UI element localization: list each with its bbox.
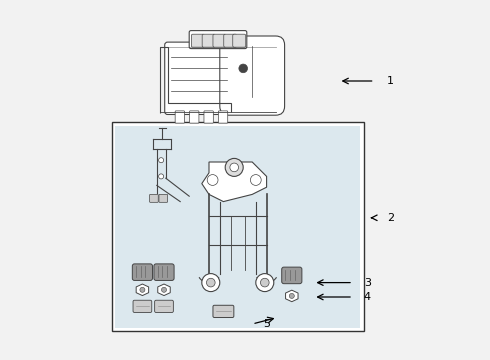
Circle shape (230, 163, 239, 172)
Circle shape (225, 158, 243, 176)
Circle shape (162, 287, 167, 292)
Text: 5: 5 (263, 319, 270, 329)
FancyBboxPatch shape (165, 42, 233, 114)
Circle shape (207, 175, 218, 185)
FancyBboxPatch shape (219, 111, 228, 123)
Circle shape (159, 174, 164, 179)
Circle shape (289, 293, 294, 298)
Polygon shape (202, 162, 267, 202)
FancyBboxPatch shape (133, 300, 152, 312)
Polygon shape (158, 284, 170, 296)
FancyBboxPatch shape (204, 111, 213, 123)
FancyBboxPatch shape (192, 34, 204, 47)
FancyBboxPatch shape (202, 34, 215, 47)
Text: 3: 3 (364, 278, 371, 288)
Text: 2: 2 (387, 213, 394, 223)
FancyBboxPatch shape (149, 194, 158, 202)
Polygon shape (286, 290, 298, 302)
FancyBboxPatch shape (220, 36, 285, 115)
FancyBboxPatch shape (175, 111, 185, 123)
FancyBboxPatch shape (224, 34, 237, 47)
Circle shape (256, 274, 274, 292)
FancyBboxPatch shape (159, 194, 168, 202)
Bar (112, 122, 364, 331)
Circle shape (206, 278, 215, 287)
FancyBboxPatch shape (213, 305, 234, 318)
Circle shape (261, 278, 269, 287)
Text: 1: 1 (387, 76, 394, 86)
Circle shape (250, 175, 261, 185)
FancyBboxPatch shape (132, 264, 152, 280)
FancyBboxPatch shape (190, 111, 199, 123)
Text: 4: 4 (364, 292, 371, 302)
Circle shape (202, 274, 220, 292)
Polygon shape (136, 284, 148, 296)
FancyBboxPatch shape (189, 31, 247, 49)
Bar (116, 126, 360, 328)
FancyBboxPatch shape (154, 264, 174, 280)
FancyBboxPatch shape (155, 300, 173, 312)
FancyBboxPatch shape (213, 34, 226, 47)
Circle shape (159, 158, 164, 163)
FancyBboxPatch shape (282, 267, 302, 284)
Circle shape (140, 287, 145, 292)
Circle shape (239, 64, 247, 73)
FancyBboxPatch shape (233, 34, 245, 47)
